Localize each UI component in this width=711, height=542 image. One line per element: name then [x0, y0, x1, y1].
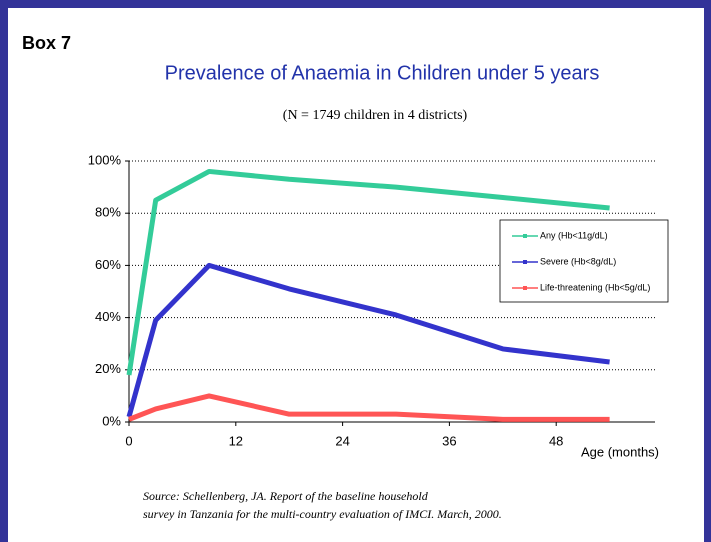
chart-title: Prevalence of Anaemia in Children under … — [165, 62, 600, 84]
source-line: Source: Schellenberg, JA. Report of the … — [143, 489, 429, 503]
series-line — [126, 262, 610, 418]
legend-marker — [523, 234, 527, 238]
x-tick-label: 12 — [229, 433, 243, 448]
right-bar — [704, 0, 711, 542]
top-bar — [0, 0, 711, 8]
x-tick-label: 0 — [125, 433, 132, 448]
legend-marker — [523, 286, 527, 290]
chart-subtitle: (N = 1749 children in 4 districts) — [283, 108, 468, 123]
legend-label: Any (Hb<11g/dL) — [540, 230, 608, 240]
series-line — [126, 168, 610, 376]
y-tick-label: 60% — [95, 257, 121, 272]
legend-marker — [523, 260, 527, 264]
x-tick-label: 24 — [335, 433, 349, 448]
series-line — [128, 393, 610, 422]
y-tick-label: 100% — [88, 152, 122, 167]
source-line: survey in Tanzania for the multi-country… — [143, 507, 502, 521]
left-bar — [0, 0, 8, 542]
y-tick-label: 40% — [95, 309, 121, 324]
box-label: Box 7 — [22, 33, 71, 53]
y-tick-label: 20% — [95, 361, 121, 376]
legend-label: Life-threatening (Hb<5g/dL) — [540, 282, 650, 292]
x-tick-label: 48 — [549, 433, 563, 448]
y-tick-label: 0% — [102, 413, 121, 428]
legend-label: Severe (Hb<8g/dL) — [540, 256, 616, 266]
x-axis-label: Age (months) — [581, 444, 659, 459]
y-tick-label: 80% — [95, 205, 121, 220]
x-tick-label: 36 — [442, 433, 456, 448]
